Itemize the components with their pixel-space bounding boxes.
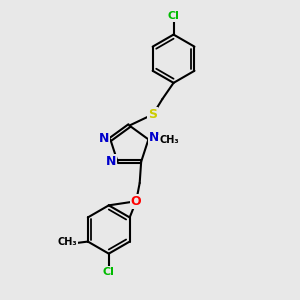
Text: CH₃: CH₃ <box>57 238 77 248</box>
Text: N: N <box>106 155 116 168</box>
Text: S: S <box>148 108 158 121</box>
Text: O: O <box>131 195 142 208</box>
Text: Cl: Cl <box>103 267 115 277</box>
Text: Cl: Cl <box>168 11 179 21</box>
Text: N: N <box>149 131 160 144</box>
Text: CH₃: CH₃ <box>159 135 179 145</box>
Text: N: N <box>99 132 109 145</box>
